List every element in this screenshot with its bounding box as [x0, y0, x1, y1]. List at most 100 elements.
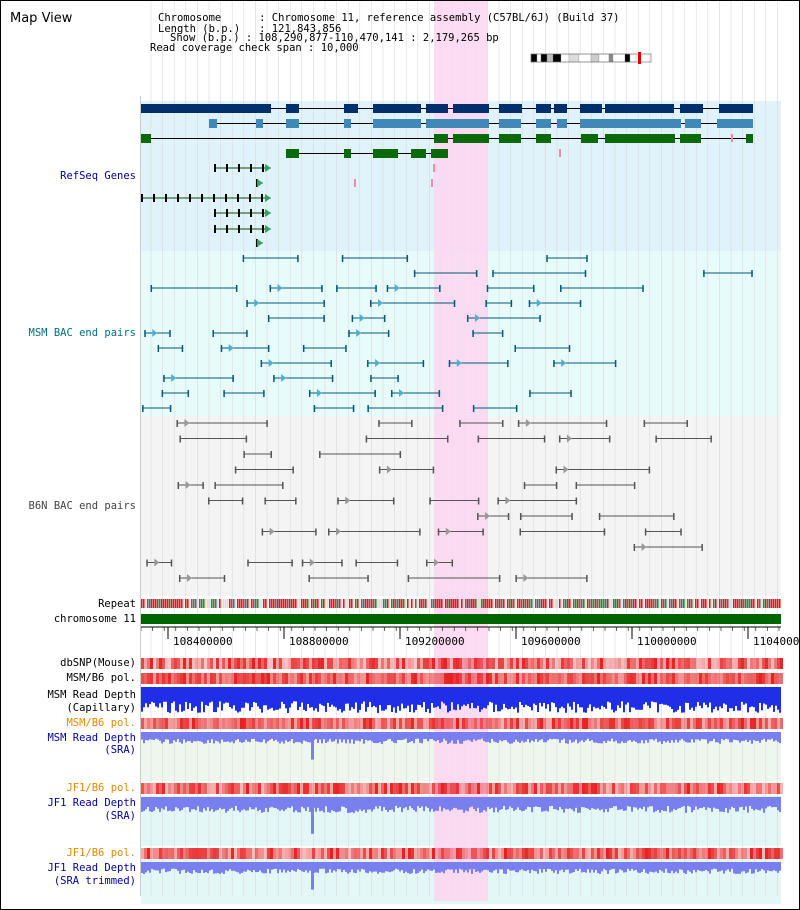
- jf1-sra-depth: [221, 797, 223, 810]
- jf1-trim-depth: [531, 862, 533, 870]
- jf1-trim-depth: [285, 862, 287, 873]
- jf1-sra-depth: [663, 797, 665, 812]
- label-refseq-genes[interactable]: RefSeq Genes: [60, 170, 136, 182]
- b6n-bac-end: [477, 513, 479, 520]
- msm-pol-heat: [381, 673, 384, 684]
- jf1-sra-depth: [721, 797, 723, 812]
- msm-cap-depth: [591, 687, 593, 712]
- msm-cap-depth: [739, 687, 741, 711]
- gene-small-exon: [226, 225, 228, 233]
- msm-bac-end: [475, 270, 478, 277]
- jf1-pol2-heat: [747, 848, 750, 859]
- jf1-sra-depth: [167, 797, 169, 812]
- label-b6n-bac[interactable]: B6N BAC end pairs: [28, 500, 136, 512]
- msm-pol-heat: [378, 673, 381, 684]
- msm-pol2-heat: [147, 718, 150, 729]
- msm-pol-heat: [600, 673, 603, 684]
- jf1-pol2-heat: [474, 848, 477, 859]
- dbsnp-heat: [516, 658, 519, 669]
- dbsnp-heat: [300, 658, 303, 669]
- jf1-pol2-heat: [513, 848, 516, 859]
- repeat-feature: [757, 599, 759, 608]
- jf1-trim-depth: [181, 862, 183, 871]
- msm-sra-depth: [723, 732, 725, 741]
- msm-pol-heat: [696, 673, 699, 684]
- msm-cap-depth: [673, 687, 675, 713]
- info-span-key: Read coverage check span: [150, 42, 302, 54]
- msm-pol-heat: [447, 673, 450, 684]
- jf1-pol-heat: [705, 783, 708, 794]
- repeat-feature: [689, 599, 691, 608]
- jf1-sra-depth: [677, 797, 679, 809]
- jf1-trim-depth: [455, 862, 457, 870]
- msm-sra-depth: [701, 732, 703, 739]
- jf1-pol-heat: [174, 783, 177, 794]
- jf1-sra-depth: [205, 797, 207, 811]
- jf1-trim-depth: [677, 862, 679, 874]
- jf1-trim-depth: [773, 862, 775, 871]
- msm-cap-depth: [307, 687, 309, 704]
- gene-exon: [685, 119, 701, 128]
- gene-exon: [434, 134, 448, 143]
- info-length: Length (b.p.) : 121,843,856: [158, 23, 342, 35]
- msm-sra-depth: [587, 732, 589, 739]
- msm-sra-depth: [735, 732, 737, 740]
- msm-bac-end: [546, 255, 548, 262]
- jf1-trim-depth: [661, 862, 663, 872]
- label-msm-bac[interactable]: MSM BAC end pairs: [28, 327, 136, 339]
- msm-cap-depth: [471, 687, 473, 703]
- msm-cap-depth: [615, 687, 617, 711]
- repeat-feature: [773, 599, 775, 608]
- repeat-feature: [519, 599, 521, 608]
- msm-pol2-heat: [756, 718, 759, 729]
- gene-exon: [453, 134, 489, 143]
- jf1-pol-heat: [681, 783, 684, 794]
- gene-small-exon: [238, 164, 240, 172]
- jf1-trim-depth: [411, 862, 413, 874]
- repeat-feature: [571, 599, 573, 608]
- jf1-trim-depth: [371, 862, 373, 873]
- msm-bac-end: [297, 255, 299, 262]
- jf1-pol2-heat: [528, 848, 531, 859]
- jf1-trim-depth: [429, 862, 431, 871]
- repeat-feature: [379, 599, 381, 608]
- msm-cap-depth: [637, 687, 639, 710]
- jf1-sra-depth: [425, 797, 427, 807]
- repeat-feature: [551, 599, 553, 608]
- jf1-sra-depth: [475, 797, 477, 812]
- jf1-sra-depth: [489, 797, 491, 809]
- msm-cap-depth: [509, 687, 511, 709]
- msm-bac-end: [568, 345, 571, 352]
- repeat-feature: [633, 599, 635, 608]
- jf1-pol2-heat: [774, 848, 777, 859]
- b6n-bac-end: [425, 559, 428, 567]
- msm-cap-depth: [769, 687, 771, 708]
- b6n-bac-end: [367, 575, 369, 582]
- msm-pol2-heat: [207, 718, 210, 729]
- msm-cap-depth: [777, 687, 779, 710]
- jf1-sra-depth: [301, 797, 303, 807]
- jf1-sra-depth: [207, 797, 209, 808]
- msm-bac-end: [163, 375, 165, 382]
- msm-sra-depth: [377, 732, 379, 743]
- repeat-feature: [377, 599, 379, 608]
- repeat-feature: [639, 599, 641, 608]
- gene-small-exon: [189, 194, 191, 202]
- msm-sra-depth: [243, 732, 245, 743]
- msm-bac-end: [472, 405, 475, 412]
- dbsnp-heat: [510, 658, 513, 669]
- jf1-sra-depth: [573, 797, 575, 812]
- jf1-pol-heat: [549, 783, 552, 794]
- jf1-pol2-heat: [618, 848, 621, 859]
- jf1-pol-heat: [729, 783, 732, 794]
- jf1-pol-heat: [642, 783, 645, 794]
- msm-sra-depth: [169, 732, 171, 744]
- gene-small-exon: [214, 225, 216, 233]
- jf1-pol-heat: [150, 783, 153, 794]
- repeat-feature: [163, 599, 165, 608]
- msm-bac-end: [374, 390, 376, 397]
- msm-cap-depth: [435, 687, 437, 708]
- jf1-trim-depth: [353, 862, 355, 873]
- jf1-trim-depth: [303, 862, 305, 873]
